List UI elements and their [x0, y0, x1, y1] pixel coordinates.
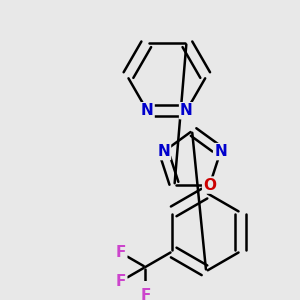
Text: O: O [203, 178, 216, 193]
Text: F: F [140, 288, 151, 300]
Text: F: F [116, 274, 126, 289]
Text: F: F [116, 245, 126, 260]
Text: N: N [214, 144, 227, 159]
Text: N: N [180, 103, 193, 118]
Text: N: N [157, 144, 170, 159]
Text: N: N [141, 103, 154, 118]
